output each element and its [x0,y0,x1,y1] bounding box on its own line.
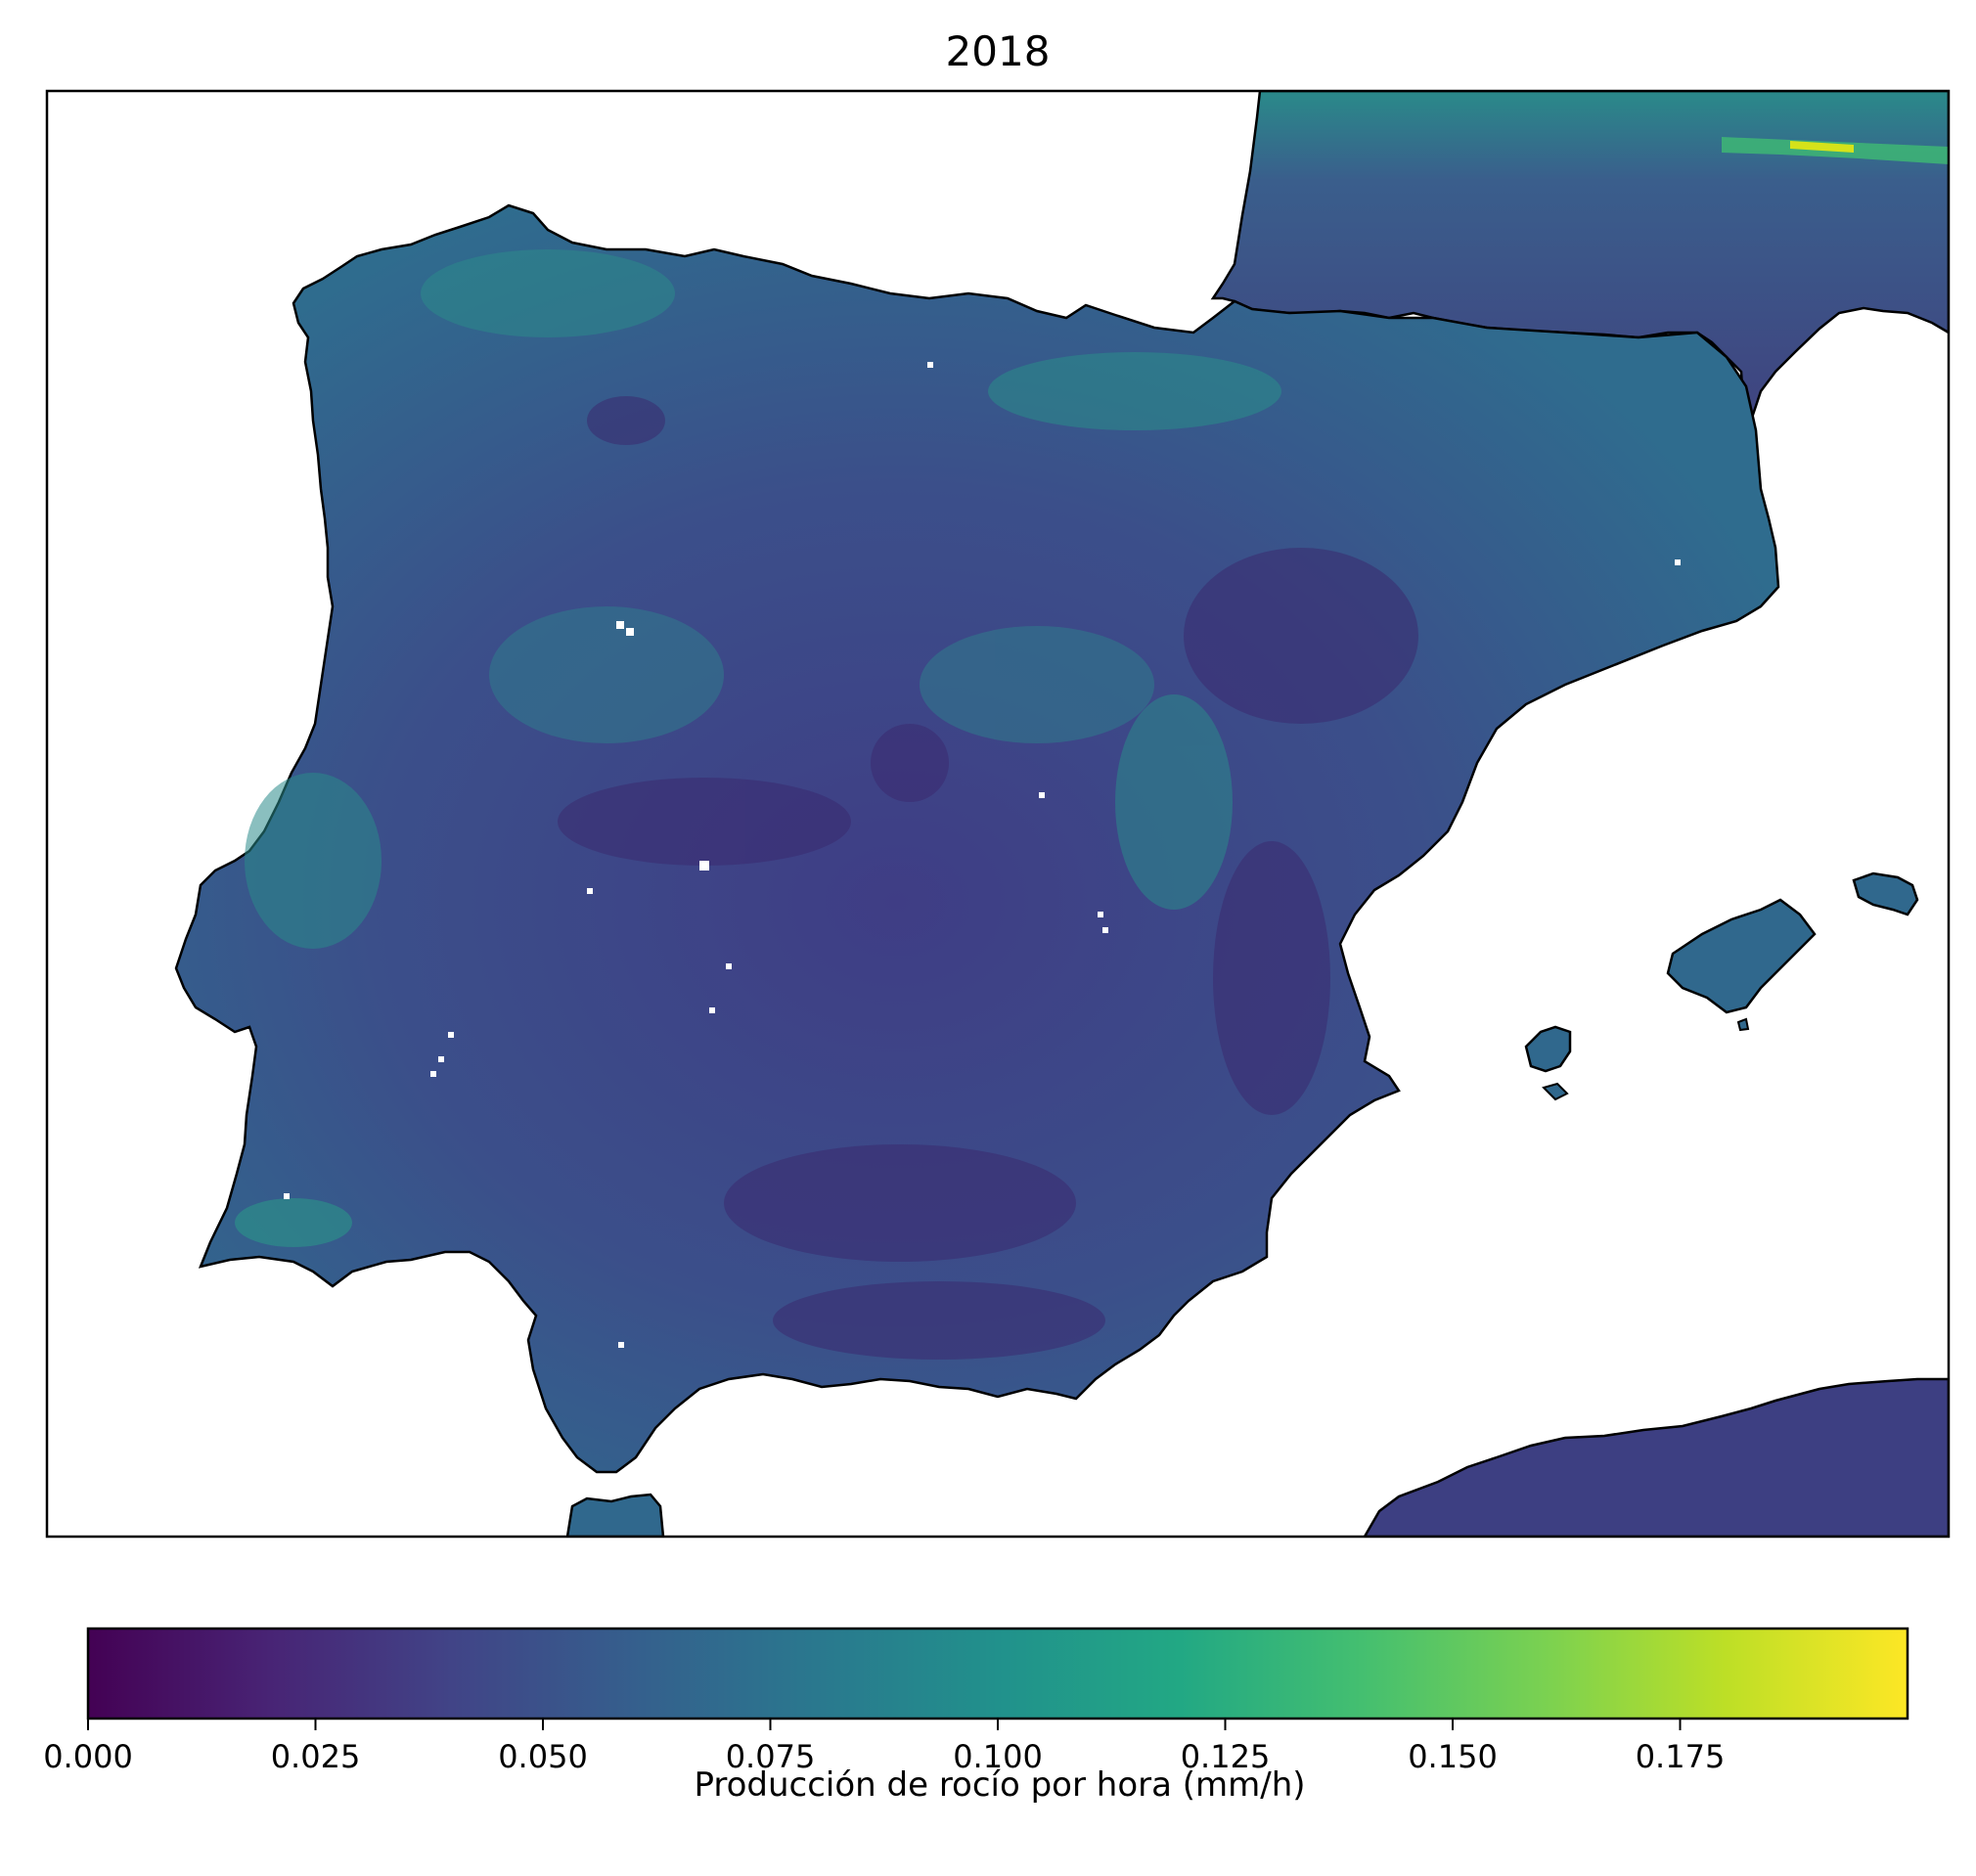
formentera-island [1542,1082,1569,1101]
colorbar-tick-label: 0.100 [953,1738,1043,1775]
missing-data-pixels [284,362,1681,1348]
colorbar-ticks [87,1719,1682,1730]
map-title: 2018 [945,27,1051,75]
ibiza-island [1524,1025,1572,1073]
north-africa-coast [565,1493,665,1537]
cabrera-island [1736,1017,1750,1032]
dry-texture [558,396,1418,1360]
colorbar-label: Producción de rocío por hora (mm/h) [694,1765,1306,1805]
colorbar-tick-label: 0.150 [1408,1738,1498,1775]
algeria-coast [1363,1377,1949,1537]
menorca-island [1852,871,1919,916]
iberian-peninsula [174,203,1780,1474]
colorbar-tick-label: 0.175 [1635,1738,1726,1775]
colorbar-tick-label: 0.050 [498,1738,588,1775]
colorbar-tick-label: 0.025 [270,1738,361,1775]
map-frame [45,89,1951,1539]
colorbar-tick-label: 0.075 [725,1738,816,1775]
peak-dew-spot [1790,141,1854,153]
dew-texture [235,249,1281,1247]
colorbar-tick-label: 0.000 [43,1738,133,1775]
colorbar-tick-label: 0.125 [1180,1738,1271,1775]
colorbar [86,1627,1909,1720]
mallorca-island [1666,898,1817,1014]
